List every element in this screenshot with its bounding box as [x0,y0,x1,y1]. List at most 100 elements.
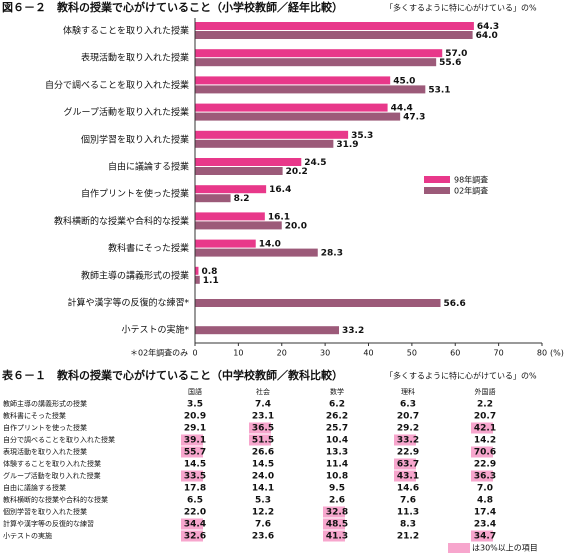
bar [195,22,474,30]
row-label: 教科書にそった授業 [3,411,66,420]
cell: 22.9 [397,448,419,458]
highlight [471,446,493,458]
row-label: 自分で調べることを取り入れた授業 [3,435,115,444]
x-tick-label: 70 [494,349,504,358]
cell: 22.9 [474,460,496,470]
bar [195,239,256,248]
x-tick-label: 0 [192,349,197,358]
category-label: 計算や漢字等の反復的な練習* [67,297,189,309]
row-label: 教師主導の講義形式の授業 [3,399,87,408]
cell: 10.8 [326,472,348,482]
highlight [249,422,271,434]
category-label: グループ活動を取り入れた授業 [64,106,189,118]
highlight [323,530,345,542]
bar [195,221,282,230]
bar [195,194,231,203]
highlight [181,470,203,482]
cell: 20.7 [474,412,496,422]
cell: 42.1 [474,424,496,434]
column-header: 数学 [330,387,344,396]
cell: 14.1 [252,484,274,494]
bar [195,248,318,257]
value-label: 44.4 [391,104,413,114]
row-label: 体験することを取り入れた授業 [3,459,101,468]
bar [195,85,426,94]
bar [195,266,199,275]
highlight [394,470,416,482]
table-title: 表６－１ 教科の授業で心がけていること（中学校教師／教科比較） [1,368,343,382]
cell: 55.7 [184,448,206,458]
cell: 34.7 [474,532,496,542]
row-label: 自作プリントを使った授業 [3,423,87,432]
x-tick-label: 60 [450,349,460,358]
highlight [471,422,493,434]
value-label: 1.1 [203,276,219,286]
cell: 20.7 [397,412,419,422]
bar [195,158,302,166]
legend-swatch [424,176,450,183]
highlight-key [448,543,470,553]
cell: 14.6 [397,484,419,494]
cell: 8.3 [400,520,416,530]
cell: 2.6 [329,496,345,506]
note: ＊02年調査のみ [130,348,188,358]
highlight [249,434,271,446]
bar [195,167,283,175]
cell: 51.5 [252,436,274,446]
value-label: 31.9 [336,140,358,150]
cell: 39.1 [184,436,206,446]
cell: 10.4 [326,436,348,446]
category-label: 教師主導の講義形式の授業 [81,269,189,281]
cell: 36.5 [252,424,274,434]
legend-label: 02年調査 [454,186,488,196]
cell: 14.5 [252,460,274,470]
cell: 32.6 [184,532,206,542]
value-label: 57.0 [445,49,467,59]
row-label: グループ活動を取り入れた授業 [3,471,101,480]
value-label: 56.6 [444,299,466,309]
cell: 36.3 [474,472,496,482]
highlight [181,518,203,530]
cell: 5.3 [255,496,271,506]
bar [195,299,441,307]
x-tick-label: 40 [363,349,373,358]
cell: 29.2 [397,424,419,434]
cell: 33.2 [397,436,419,446]
category-label: 教科書にそった授業 [108,242,189,254]
cell: 6.5 [187,496,203,506]
category-label: 教科横断的な授業や合科的な授業 [54,215,189,227]
cell: 7.6 [400,496,416,506]
cell: 26.2 [326,412,348,422]
value-label: 47.3 [403,113,425,123]
value-label: 33.2 [342,326,364,336]
cell: 12.2 [252,508,274,518]
chart-title: 図６－２ 教科の授業で心がけていること（小学校教師／経年比較） [2,0,343,14]
value-label: 55.6 [439,58,461,68]
highlight [323,518,345,530]
cell: 23.4 [474,520,496,530]
cell: 17.4 [474,508,496,518]
category-label: 自分で調べることを取り入れた授業 [45,79,189,91]
bar [195,76,391,85]
cell: 6.2 [329,400,345,410]
table-subtitle: 「多くするように特に心がけている」の% [385,371,537,381]
value-label: 0.8 [201,267,217,277]
value-label: 16.4 [269,185,291,195]
bar [195,103,388,112]
cell: 7.4 [255,400,271,410]
row-label: 計算や漢字等の反復的な練習 [3,519,94,528]
x-tick-label: 80 [537,349,547,358]
value-label: 64.3 [477,22,499,32]
value-label: 8.2 [234,194,250,204]
cell: 7.0 [477,484,493,494]
x-unit: (%) [550,349,564,358]
column-header: 外国語 [475,387,496,396]
bar [195,275,200,284]
cell: 70.6 [474,448,496,458]
cell: 17.8 [184,484,206,494]
x-tick-label: 20 [277,349,287,358]
cell: 14.2 [474,436,496,446]
highlight [323,506,345,518]
cell: 26.6 [252,448,274,458]
